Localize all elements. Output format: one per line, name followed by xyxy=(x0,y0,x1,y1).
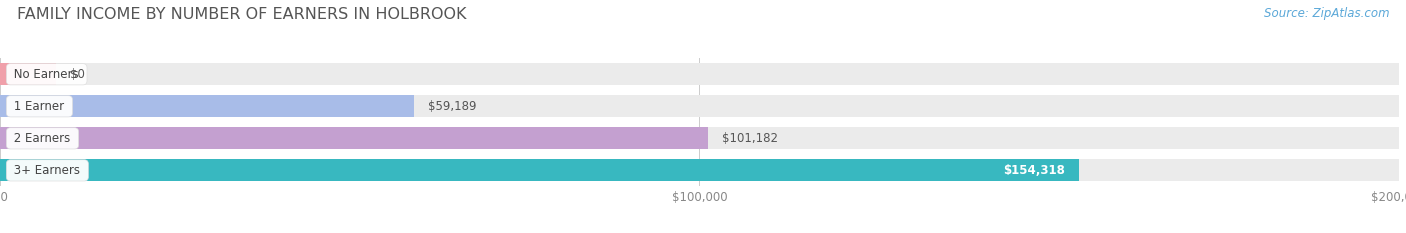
Text: $101,182: $101,182 xyxy=(721,132,778,145)
Bar xyxy=(0,96,1399,117)
Bar xyxy=(0,63,1399,85)
Text: $59,189: $59,189 xyxy=(427,100,477,113)
Bar xyxy=(0,96,413,117)
Text: $0: $0 xyxy=(70,68,84,81)
Bar xyxy=(0,160,1080,181)
Text: Source: ZipAtlas.com: Source: ZipAtlas.com xyxy=(1264,7,1389,20)
Bar xyxy=(0,63,56,85)
Text: FAMILY INCOME BY NUMBER OF EARNERS IN HOLBROOK: FAMILY INCOME BY NUMBER OF EARNERS IN HO… xyxy=(17,7,467,22)
Bar xyxy=(0,160,1399,181)
Bar xyxy=(0,127,1399,149)
Text: 2 Earners: 2 Earners xyxy=(10,132,75,145)
Text: $154,318: $154,318 xyxy=(1004,164,1066,177)
Text: 1 Earner: 1 Earner xyxy=(10,100,69,113)
Text: No Earners: No Earners xyxy=(10,68,83,81)
Text: 3+ Earners: 3+ Earners xyxy=(10,164,84,177)
Bar xyxy=(0,127,707,149)
